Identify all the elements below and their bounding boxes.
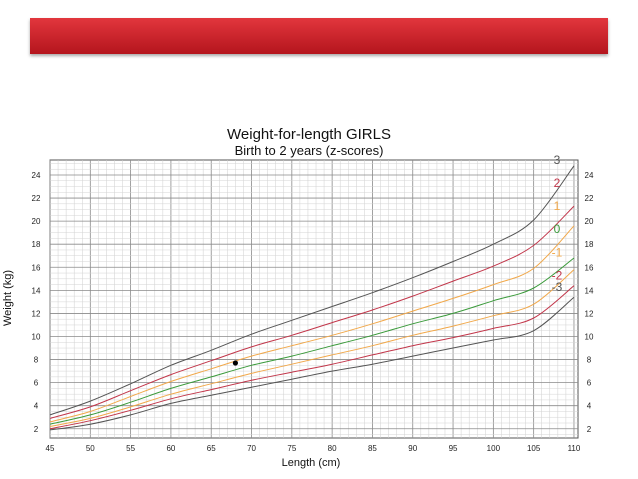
y-axis-label: Weight (kg)	[2, 270, 14, 326]
x-axis-label: Length (cm)	[282, 457, 341, 469]
y-tick-label-left: 6	[34, 379, 39, 388]
y-tick-label-right: 4	[587, 402, 592, 411]
z-label: 0	[554, 222, 561, 236]
y-tick-label-right: 6	[587, 379, 592, 388]
plot-frame	[49, 159, 579, 439]
chart-title: Weight-for-length GIRLS	[227, 126, 391, 143]
z-label: 1	[554, 199, 561, 213]
y-tick-label-right: 18	[585, 240, 594, 249]
title-banner	[30, 18, 608, 54]
series-line-z-1	[49, 269, 575, 427]
y-tick-label-right: 24	[585, 171, 594, 180]
x-tick-label: 55	[126, 444, 135, 453]
series-line-z3	[49, 165, 575, 416]
y-tick-label-right: 16	[585, 263, 594, 272]
y-tick-label-left: 4	[34, 402, 39, 411]
x-tick-label: 95	[449, 444, 458, 453]
z-label: 3	[554, 153, 561, 167]
chart-subtitle: Birth to 2 years (z-scores)	[235, 143, 384, 158]
z-label: 2	[554, 176, 561, 190]
x-tick-label: 80	[328, 444, 337, 453]
z-label: -3	[552, 280, 563, 294]
y-tick-label-left: 12	[32, 309, 41, 318]
x-tick-label: 75	[287, 444, 296, 453]
y-tick-label-left: 14	[32, 286, 41, 295]
y-tick-label-left: 20	[32, 217, 41, 226]
x-tick-label: 45	[46, 444, 55, 453]
series-line-z-3	[49, 296, 575, 431]
y-tick-label-left: 24	[32, 171, 41, 180]
y-tick-label-left: 2	[34, 425, 39, 434]
series-line-z0	[49, 257, 575, 425]
x-tick-label: 90	[408, 444, 417, 453]
y-tick-label-right: 2	[587, 425, 592, 434]
grid	[49, 159, 579, 439]
series-line-z2	[49, 205, 575, 419]
y-tick-label-left: 16	[32, 263, 41, 272]
y-tick-label-left: 18	[32, 240, 41, 249]
x-tick-label: 50	[86, 444, 95, 453]
x-tick-label: 70	[247, 444, 256, 453]
data-points	[232, 360, 239, 366]
series-line-z-2	[49, 285, 575, 430]
y-tick-label-right: 20	[585, 217, 594, 226]
z-score-labels: 3 2 1 0 -1 -2-3	[552, 153, 563, 294]
x-tick-label: 100	[487, 444, 501, 453]
y-tick-label-right: 22	[585, 194, 594, 203]
y-tick-label-right: 12	[585, 309, 594, 318]
y-tick-label-right: 14	[585, 286, 594, 295]
x-tick-label: 60	[166, 444, 175, 453]
z-label: -2	[552, 268, 563, 282]
x-tick-label: 110	[568, 444, 581, 453]
series-lines	[49, 165, 575, 431]
x-tick-label: 65	[207, 444, 216, 453]
x-tick-label: 85	[368, 444, 377, 453]
x-tick-label: 105	[527, 444, 541, 453]
y-tick-label-left: 10	[32, 332, 41, 341]
z-label: -1	[552, 245, 563, 259]
y-tick-label-left: 8	[34, 356, 39, 365]
series-line-z1	[49, 225, 575, 423]
y-tick-label-right: 8	[587, 356, 592, 365]
measurement-point	[232, 360, 239, 366]
y-tick-label-left: 22	[32, 194, 41, 203]
y-tick-label-right: 10	[585, 332, 594, 341]
